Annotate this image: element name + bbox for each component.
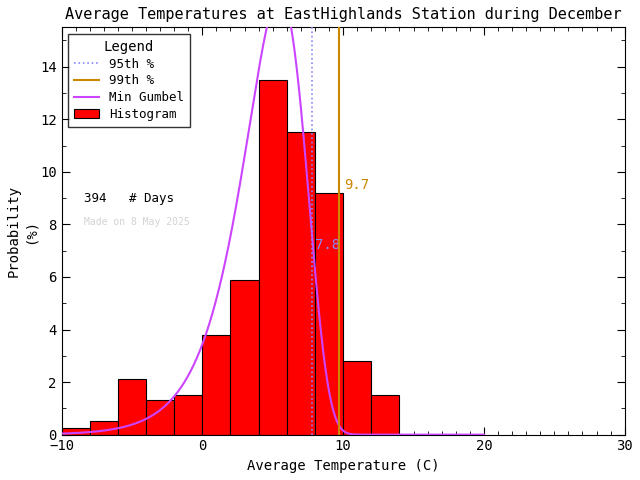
- Bar: [315, 193, 343, 434]
- Bar: [61, 428, 90, 434]
- X-axis label: Average Temperature (C): Average Temperature (C): [247, 459, 440, 473]
- Bar: [343, 361, 371, 434]
- Bar: [371, 395, 399, 434]
- Text: 9.7: 9.7: [344, 178, 370, 192]
- Bar: [90, 421, 118, 434]
- Bar: [259, 80, 287, 434]
- Legend: 95th %, 99th %, Min Gumbel, Histogram: 95th %, 99th %, Min Gumbel, Histogram: [68, 34, 190, 127]
- Bar: [174, 395, 202, 434]
- Bar: [118, 380, 146, 434]
- Bar: [230, 279, 259, 434]
- Bar: [202, 335, 230, 434]
- Bar: [146, 400, 174, 434]
- Text: 394   # Days: 394 # Days: [84, 192, 174, 205]
- Title: Average Temperatures at EastHighlands Station during December: Average Temperatures at EastHighlands St…: [65, 7, 621, 22]
- Y-axis label: Probability
(%): Probability (%): [7, 185, 37, 277]
- Text: Made on 8 May 2025: Made on 8 May 2025: [84, 216, 190, 227]
- Text: 7.8: 7.8: [315, 239, 340, 252]
- Bar: [287, 132, 315, 434]
